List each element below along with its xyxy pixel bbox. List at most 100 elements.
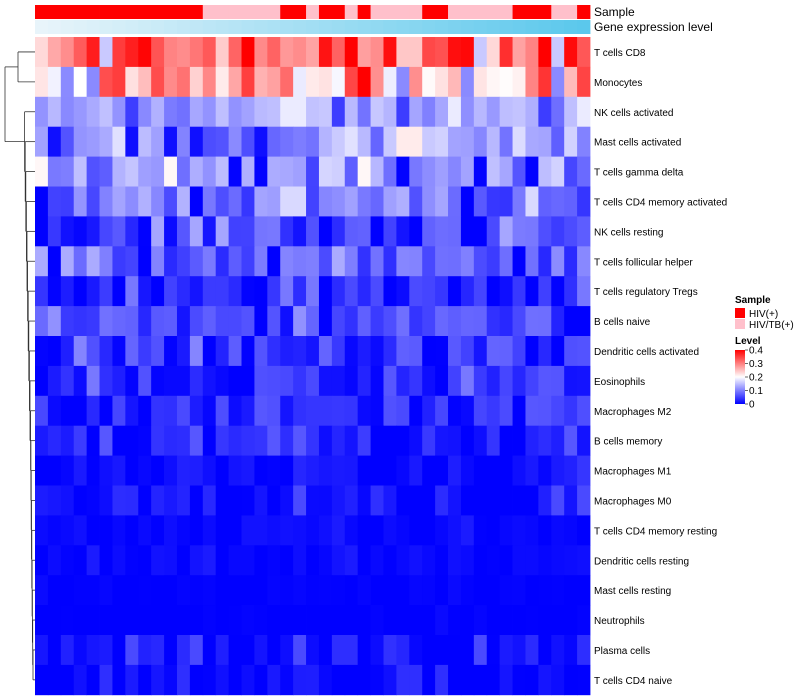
row-label: B cells naive — [594, 317, 651, 328]
heatmap-cell — [331, 575, 346, 606]
heatmap-cell — [176, 96, 191, 128]
heatmap-cell — [564, 365, 578, 397]
heatmap-cell — [280, 365, 294, 397]
sample-cell — [125, 5, 139, 19]
expression-cell — [73, 20, 88, 34]
heatmap-cell — [125, 336, 139, 367]
heatmap-cell — [228, 96, 242, 128]
heatmap-cell — [73, 246, 88, 277]
expression-cell — [499, 20, 513, 34]
heatmap-cell — [164, 336, 178, 367]
heatmap-cell — [47, 37, 62, 68]
heatmap-cell — [435, 485, 449, 516]
heatmap-cell — [215, 515, 230, 546]
legend-label-hiv-tb: HIV/TB(+) — [749, 320, 794, 331]
heatmap-cell — [357, 246, 371, 277]
heatmap-cell — [112, 545, 126, 576]
heatmap-cell — [280, 395, 294, 427]
row-label: Macrophages M1 — [594, 467, 672, 478]
heatmap-cell — [138, 216, 152, 247]
heatmap-cell — [383, 664, 397, 696]
heatmap-cell — [551, 336, 565, 367]
heatmap-cell — [499, 186, 513, 217]
heatmap-cell — [293, 545, 307, 576]
heatmap-cell — [215, 96, 230, 128]
heatmap-cell — [525, 425, 539, 456]
heatmap-cell — [202, 395, 217, 427]
heatmap-cell — [448, 306, 462, 337]
heatmap-cell — [47, 216, 62, 247]
heatmap-cell — [318, 575, 333, 606]
heatmap-cell — [112, 66, 126, 98]
heatmap-cell — [383, 276, 397, 307]
heatmap-cell — [99, 395, 113, 427]
heatmap-cell — [112, 635, 126, 666]
heatmap-cell — [151, 66, 165, 98]
heatmap-cell — [164, 66, 178, 98]
heatmap-cell — [460, 664, 475, 696]
heatmap-cell — [99, 37, 113, 68]
heatmap-cell — [551, 605, 565, 636]
sample-cell — [357, 5, 371, 19]
heatmap-cell — [538, 306, 552, 337]
heatmap-cell — [448, 365, 462, 397]
heatmap-cell — [241, 246, 255, 277]
expression-cell — [306, 20, 320, 34]
heatmap-cell — [164, 37, 178, 68]
heatmap-cell — [460, 306, 475, 337]
heatmap-cell — [422, 246, 436, 277]
heatmap-cell — [551, 635, 565, 666]
row-label: Macrophages M0 — [594, 496, 672, 507]
expression-cell — [35, 20, 49, 34]
heatmap-cell — [409, 96, 423, 128]
heatmap-cell — [564, 126, 578, 157]
heatmap-cell — [86, 575, 100, 606]
heatmap-cells — [35, 37, 591, 696]
heatmap-cell — [151, 156, 165, 187]
heatmap-cell — [306, 37, 320, 68]
heatmap-cell — [512, 276, 526, 307]
heatmap-cell — [564, 186, 578, 217]
heatmap-cell — [370, 515, 384, 546]
heatmap-cell — [344, 605, 359, 636]
legend-swatch-hiv-tb — [735, 319, 745, 329]
expression-annotation-label: Gene expression level — [594, 20, 713, 34]
heatmap-cell — [164, 306, 178, 337]
heatmap-cell — [138, 126, 152, 157]
heatmap-cell — [473, 336, 488, 367]
heatmap-cell — [176, 306, 191, 337]
heatmap-cell — [164, 216, 178, 247]
heatmap-cell — [228, 216, 242, 247]
heatmap-cell — [318, 126, 333, 157]
heatmap-cell — [318, 186, 333, 217]
heatmap-cell — [460, 365, 475, 397]
heatmap-cell — [151, 216, 165, 247]
sample-cell — [306, 5, 320, 19]
heatmap-cell — [383, 126, 397, 157]
heatmap-cell — [512, 336, 526, 367]
heatmap-cell — [267, 395, 281, 427]
heatmap-cell — [293, 66, 307, 98]
heatmap-cell — [460, 276, 475, 307]
heatmap-cell — [422, 664, 436, 696]
row-label: Dendritic cells activated — [594, 347, 699, 358]
heatmap-cell — [383, 485, 397, 516]
heatmap-cell — [525, 156, 539, 187]
heatmap-cell — [331, 66, 346, 98]
heatmap-cell — [228, 276, 242, 307]
heatmap-cell — [138, 575, 152, 606]
heatmap-cell — [448, 216, 462, 247]
heatmap-cell — [151, 545, 165, 576]
heatmap-cell — [409, 485, 423, 516]
heatmap-cell — [254, 425, 268, 456]
heatmap-cell — [228, 365, 242, 397]
heatmap-cell — [448, 515, 462, 546]
heatmap-cell — [86, 515, 100, 546]
sample-cell — [176, 5, 191, 19]
heatmap-cell — [47, 336, 62, 367]
heatmap-cell — [125, 276, 139, 307]
heatmap-cell — [164, 664, 178, 696]
heatmap-cell — [189, 515, 204, 546]
expression-cell — [564, 20, 578, 34]
